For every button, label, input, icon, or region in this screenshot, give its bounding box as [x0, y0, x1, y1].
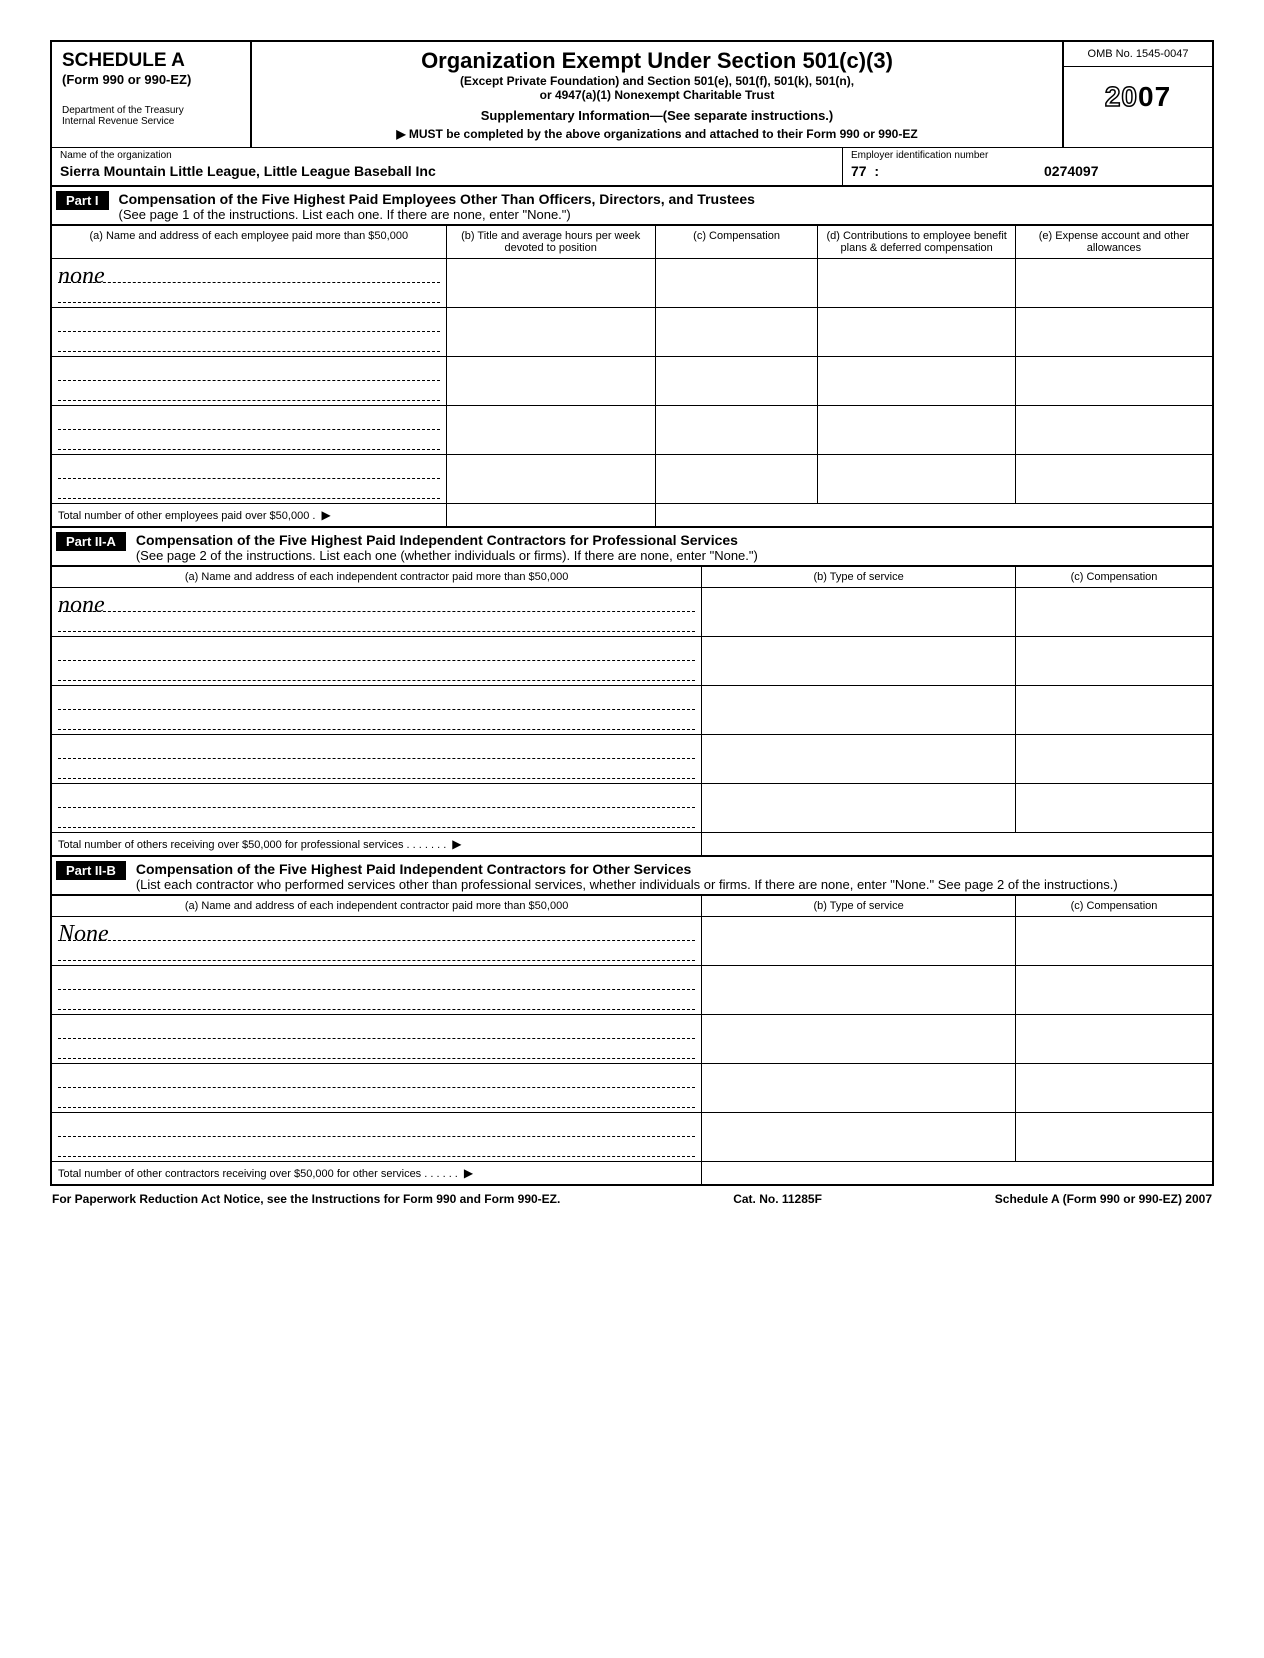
form-header: SCHEDULE A (Form 990 or 990-EZ) Departme…: [50, 40, 1214, 147]
part1-col-d: (d) Contributions to employee benefit pl…: [818, 225, 1016, 259]
ein-number: 0274097: [1044, 163, 1204, 179]
part1-col-c: (c) Compensation: [655, 225, 818, 259]
part2b-sub: (List each contractor who performed serv…: [136, 877, 1118, 892]
part2a-none: none: [58, 592, 695, 612]
part1-col-b: (b) Title and average hours per week dev…: [446, 225, 655, 259]
part2a-label: Part II-A: [56, 532, 126, 551]
ein-label: Employer identification number: [851, 150, 1044, 161]
part1-col-a: (a) Name and address of each employee pa…: [51, 225, 446, 259]
org-ein-cell: Employer identification number 77 : 0274…: [842, 148, 1212, 185]
part1-none: none: [58, 263, 440, 283]
part1-table: (a) Name and address of each employee pa…: [50, 224, 1214, 528]
part2b-total-label: Total number of other contractors receiv…: [51, 1162, 702, 1186]
part1-row1-name: none: [51, 259, 446, 308]
part2a-col-c: (c) Compensation: [1015, 566, 1213, 588]
part2a-total-label: Total number of others receiving over $5…: [51, 833, 702, 857]
part2a-bar: Part II-A Compensation of the Five Highe…: [50, 528, 1214, 565]
header-center: Organization Exempt Under Section 501(c)…: [252, 42, 1062, 147]
tax-year: 2007: [1064, 67, 1212, 127]
part1-total-label: Total number of other employees paid ove…: [51, 504, 446, 528]
subtitle-line2: or 4947(a)(1) Nonexempt Charitable Trust: [262, 88, 1052, 102]
org-name-cell: Name of the organization Sierra Mountain…: [52, 148, 842, 185]
must-complete: ▶ MUST be completed by the above organiz…: [262, 127, 1052, 141]
supplementary-info: Supplementary Information—(See separate …: [262, 108, 1052, 123]
schedule-title: SCHEDULE A: [62, 50, 240, 72]
part2a-row1-name: none: [51, 588, 702, 637]
org-name-label: Name of the organization: [60, 150, 834, 161]
part2b-table: (a) Name and address of each independent…: [50, 894, 1214, 1186]
part2a-title: Compensation of the Five Highest Paid In…: [136, 532, 738, 548]
form-number: (Form 990 or 990-EZ): [62, 72, 240, 87]
dept-irs: Internal Revenue Service: [62, 116, 240, 127]
header-right: OMB No. 1545-0047 2007: [1062, 42, 1212, 147]
part1-label: Part I: [56, 191, 109, 210]
main-title: Organization Exempt Under Section 501(c)…: [262, 48, 1052, 74]
year-suffix: 07: [1138, 81, 1171, 112]
part2b-none: None: [58, 921, 695, 941]
omb-number: OMB No. 1545-0047: [1064, 42, 1212, 67]
part2b-col-c: (c) Compensation: [1015, 895, 1213, 917]
part2b-col-a: (a) Name and address of each independent…: [51, 895, 702, 917]
footer-center: Cat. No. 11285F: [733, 1192, 822, 1206]
part1-title: Compensation of the Five Highest Paid Em…: [119, 191, 755, 207]
org-name: Sierra Mountain Little League, Little Le…: [60, 163, 834, 179]
dept-treasury: Department of the Treasury: [62, 105, 240, 116]
part2a-col-a: (a) Name and address of each independent…: [51, 566, 702, 588]
part2a-table: (a) Name and address of each independent…: [50, 565, 1214, 857]
part2a-sub: (See page 2 of the instructions. List ea…: [136, 548, 758, 563]
ein-prefix: 77: [851, 163, 867, 179]
part2a-col-b: (b) Type of service: [702, 566, 1016, 588]
header-left: SCHEDULE A (Form 990 or 990-EZ) Departme…: [52, 42, 252, 147]
part2b-label: Part II-B: [56, 861, 126, 880]
footer-left: For Paperwork Reduction Act Notice, see …: [52, 1192, 560, 1206]
ein-sep: :: [874, 163, 879, 179]
part1-bar: Part I Compensation of the Five Highest …: [50, 187, 1214, 224]
organization-row: Name of the organization Sierra Mountain…: [50, 147, 1214, 187]
subtitle-line1: (Except Private Foundation) and Section …: [262, 74, 1052, 88]
part1-sub: (See page 1 of the instructions. List ea…: [119, 207, 571, 222]
part2b-col-b: (b) Type of service: [702, 895, 1016, 917]
part2b-row1-name: None: [51, 917, 702, 966]
footer-right: Schedule A (Form 990 or 990-EZ) 2007: [995, 1192, 1212, 1206]
part2b-title: Compensation of the Five Highest Paid In…: [136, 861, 691, 877]
part1-col-e: (e) Expense account and other allowances: [1015, 225, 1213, 259]
part2b-bar: Part II-B Compensation of the Five Highe…: [50, 857, 1214, 894]
footer: For Paperwork Reduction Act Notice, see …: [50, 1186, 1214, 1212]
year-prefix: 20: [1105, 81, 1138, 112]
